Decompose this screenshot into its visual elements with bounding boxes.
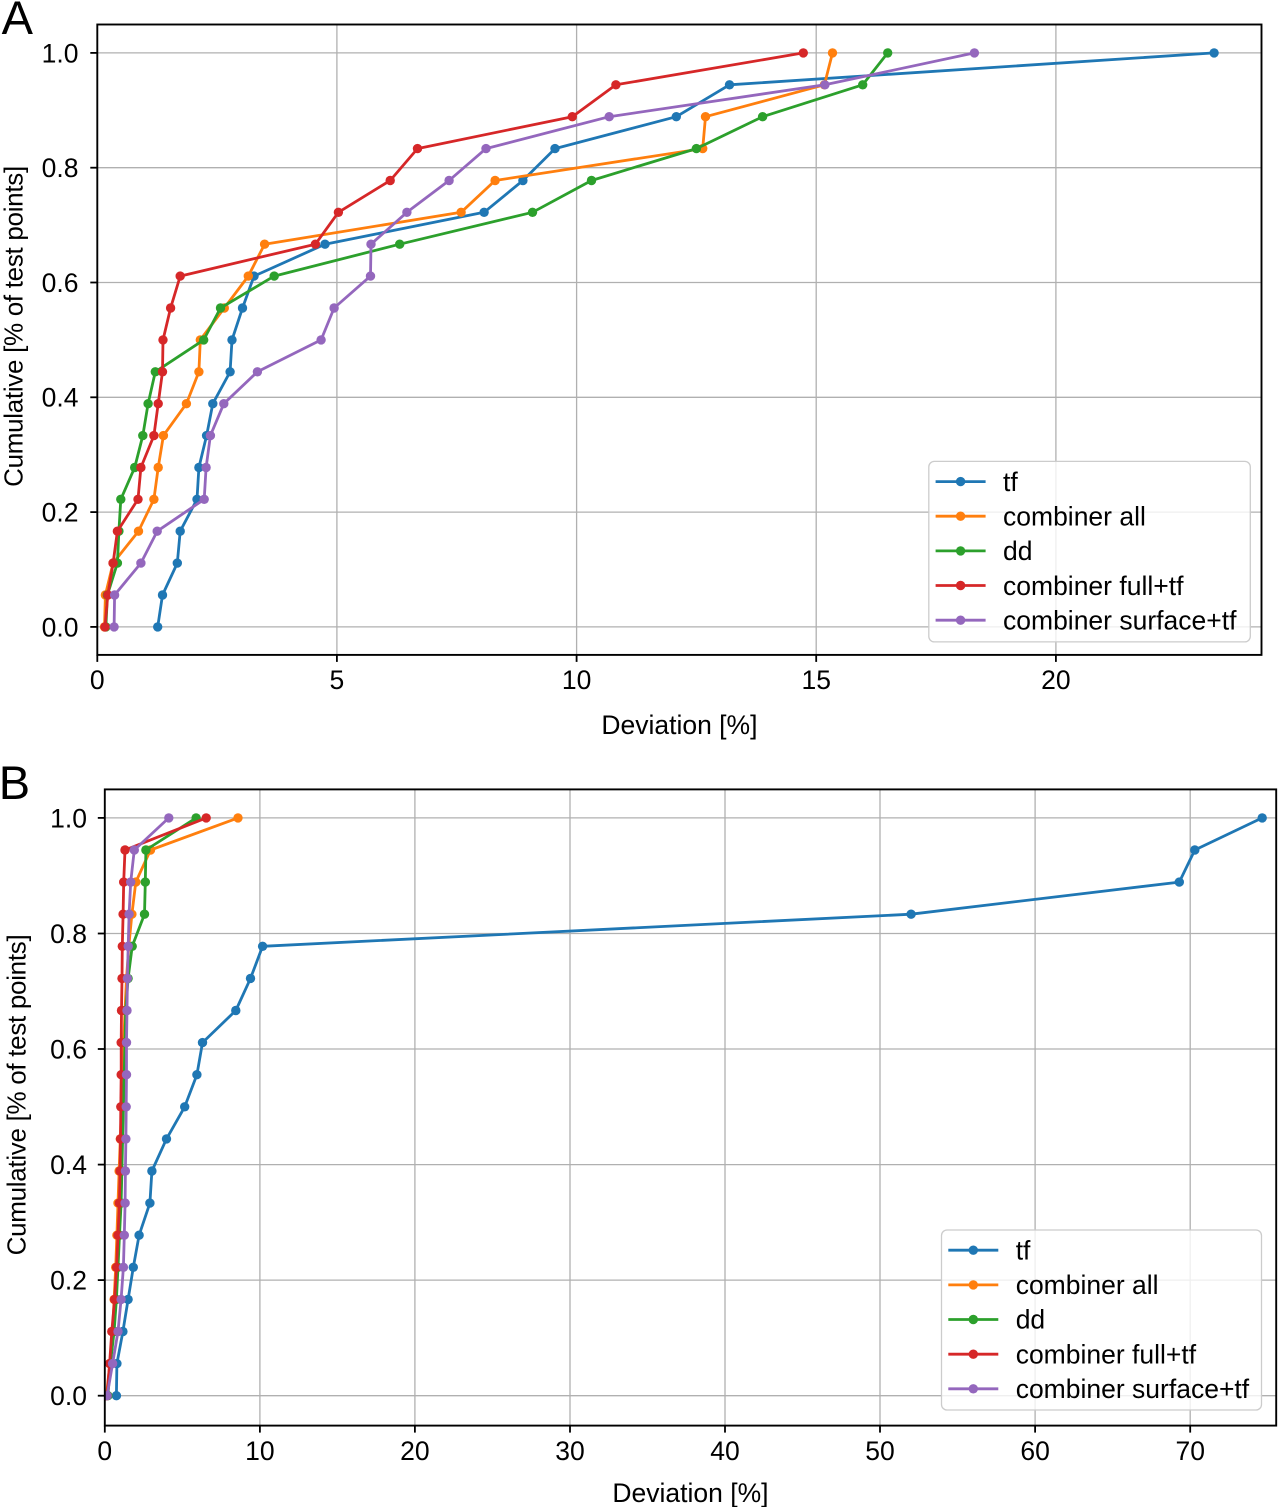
svg-text:10: 10 xyxy=(245,1436,274,1466)
svg-text:combiner surface+tf: combiner surface+tf xyxy=(1016,1374,1250,1404)
svg-text:5: 5 xyxy=(330,665,345,695)
svg-text:0.4: 0.4 xyxy=(42,383,79,413)
svg-text:Deviation [%]: Deviation [%] xyxy=(612,1478,768,1507)
svg-text:0.6: 0.6 xyxy=(50,1034,87,1064)
svg-text:0.8: 0.8 xyxy=(42,153,79,183)
svg-text:tf: tf xyxy=(1016,1235,1031,1265)
svg-text:combiner full+tf: combiner full+tf xyxy=(1003,571,1184,601)
svg-text:dd: dd xyxy=(1016,1305,1045,1335)
svg-text:combiner full+tf: combiner full+tf xyxy=(1016,1339,1197,1369)
svg-text:50: 50 xyxy=(865,1436,894,1466)
svg-text:1.0: 1.0 xyxy=(50,803,87,833)
svg-text:Cumulative [% of test points]: Cumulative [% of test points] xyxy=(0,166,28,487)
svg-text:0.0: 0.0 xyxy=(50,1381,87,1411)
svg-text:40: 40 xyxy=(710,1436,739,1466)
svg-text:combiner all: combiner all xyxy=(1016,1270,1159,1300)
svg-text:dd: dd xyxy=(1003,536,1032,566)
svg-text:Deviation [%]: Deviation [%] xyxy=(601,710,757,740)
svg-text:70: 70 xyxy=(1175,1436,1204,1466)
svg-text:0.6: 0.6 xyxy=(42,268,79,298)
svg-text:10: 10 xyxy=(562,665,591,695)
svg-text:Cumulative [% of test points]: Cumulative [% of test points] xyxy=(2,935,32,1256)
svg-text:0: 0 xyxy=(90,665,105,695)
svg-text:30: 30 xyxy=(555,1436,584,1466)
svg-text:15: 15 xyxy=(801,665,830,695)
svg-text:1.0: 1.0 xyxy=(42,38,79,68)
svg-text:20: 20 xyxy=(1041,665,1070,695)
svg-text:0.4: 0.4 xyxy=(50,1150,87,1180)
svg-text:0.0: 0.0 xyxy=(42,612,79,642)
svg-text:0.8: 0.8 xyxy=(50,919,87,949)
svg-text:0: 0 xyxy=(97,1436,112,1466)
svg-text:60: 60 xyxy=(1020,1436,1049,1466)
svg-text:20: 20 xyxy=(400,1436,429,1466)
svg-text:A: A xyxy=(2,0,34,44)
svg-text:tf: tf xyxy=(1003,467,1018,497)
svg-text:combiner all: combiner all xyxy=(1003,502,1146,532)
svg-text:combiner surface+tf: combiner surface+tf xyxy=(1003,605,1237,635)
svg-text:B: B xyxy=(0,756,30,809)
svg-text:0.2: 0.2 xyxy=(42,498,79,528)
svg-text:0.2: 0.2 xyxy=(50,1266,87,1296)
